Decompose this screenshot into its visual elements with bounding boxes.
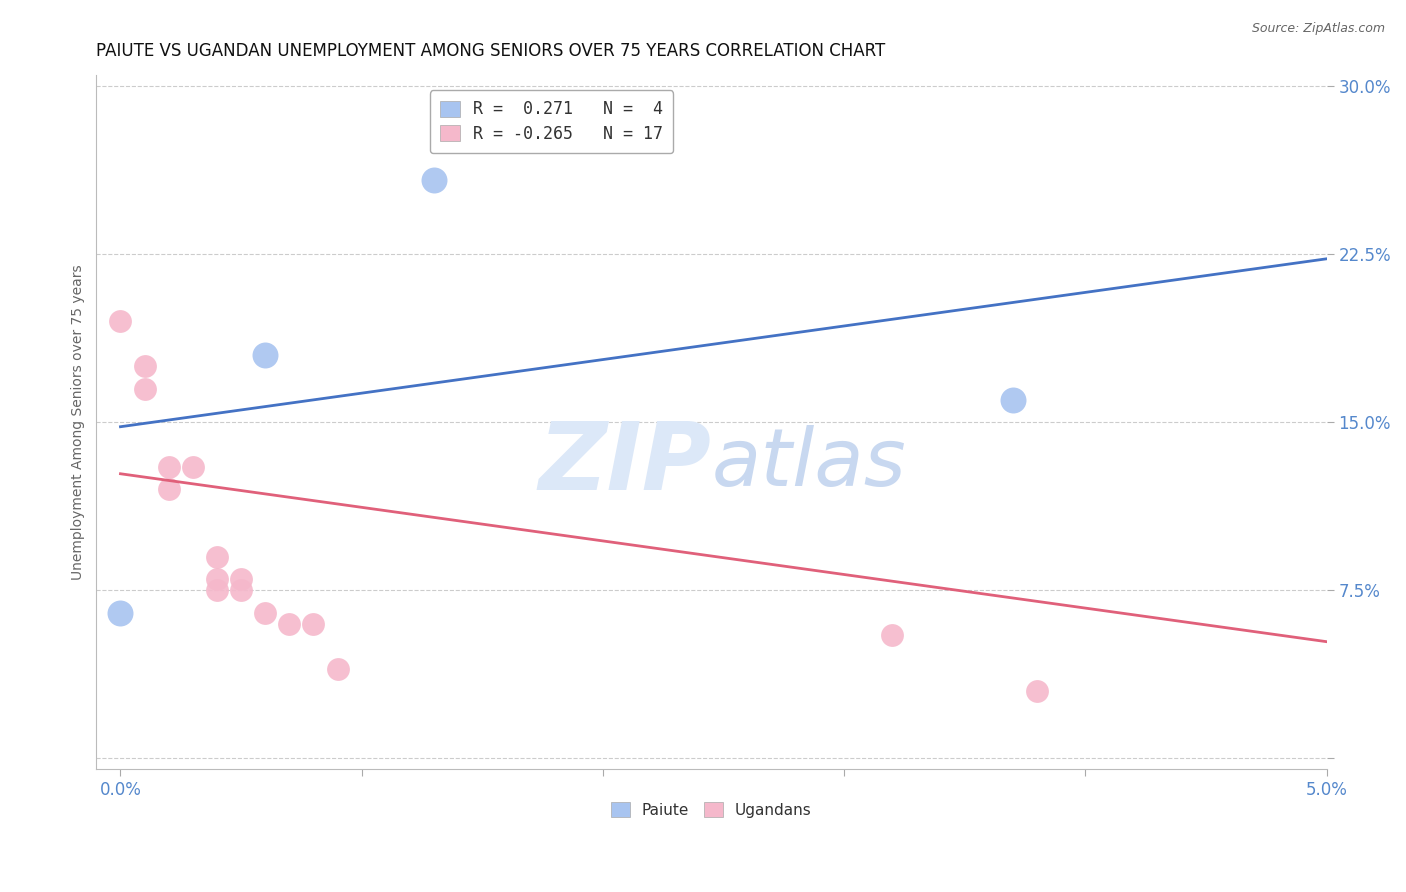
Point: [157, 483, 180, 497]
Point: [229, 572, 252, 586]
Point: [205, 583, 228, 598]
Text: PAIUTE VS UGANDAN UNEMPLOYMENT AMONG SENIORS OVER 75 YEARS CORRELATION CHART: PAIUTE VS UGANDAN UNEMPLOYMENT AMONG SEN…: [97, 42, 886, 60]
Point: [181, 460, 204, 475]
Point: [302, 616, 325, 631]
Y-axis label: Unemployment Among Seniors over 75 years: Unemployment Among Seniors over 75 years: [72, 264, 86, 580]
Point: [882, 628, 904, 642]
Point: [254, 348, 277, 362]
Text: Source: ZipAtlas.com: Source: ZipAtlas.com: [1251, 22, 1385, 36]
Point: [110, 314, 132, 328]
Point: [254, 606, 277, 620]
Point: [134, 382, 156, 396]
Point: [278, 616, 301, 631]
Point: [326, 661, 349, 675]
Text: atlas: atlas: [711, 425, 907, 503]
Point: [205, 572, 228, 586]
Point: [110, 606, 132, 620]
Point: [423, 173, 446, 187]
Point: [1001, 392, 1024, 407]
Point: [205, 549, 228, 564]
Legend: Paiute, Ugandans: Paiute, Ugandans: [605, 797, 818, 824]
Point: [134, 359, 156, 374]
Text: ZIP: ZIP: [538, 417, 711, 510]
Point: [229, 583, 252, 598]
Point: [157, 460, 180, 475]
Point: [1026, 684, 1049, 698]
